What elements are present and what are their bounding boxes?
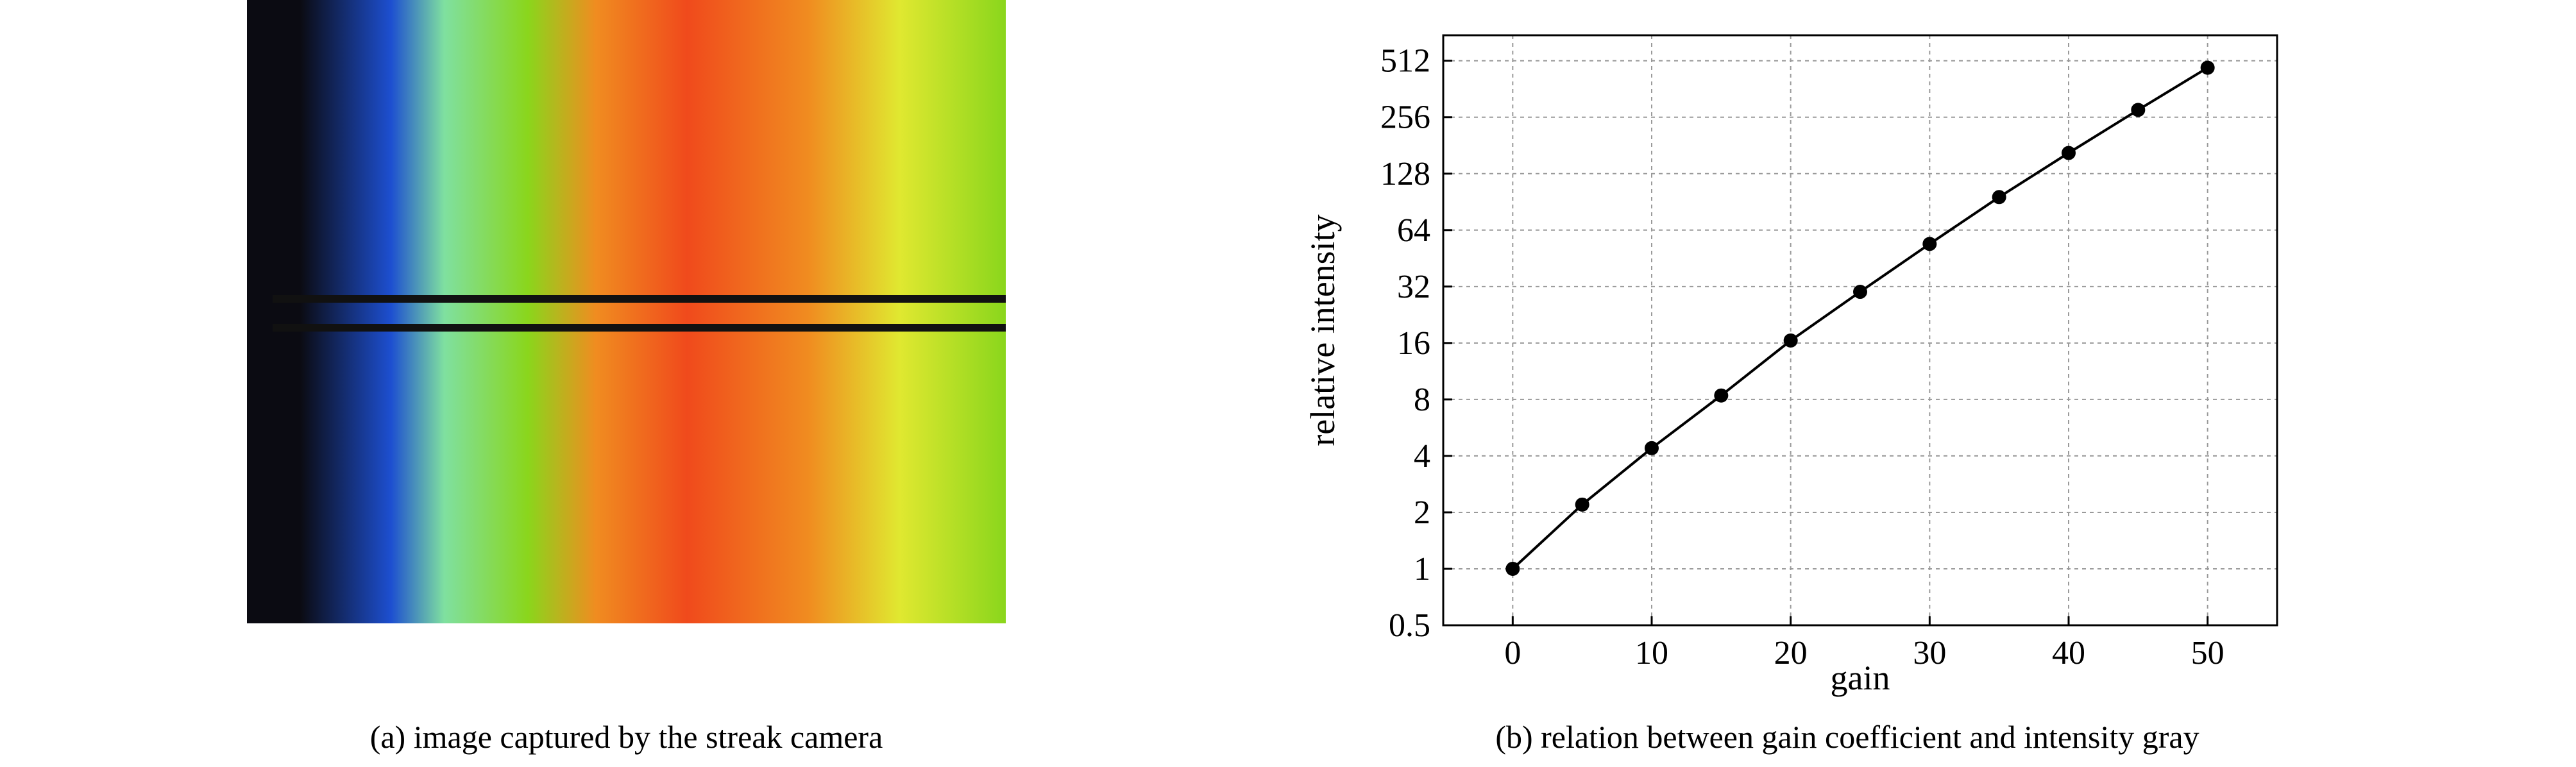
y-tick-label: 4 <box>1414 438 1430 475</box>
data-point <box>2131 103 2146 117</box>
x-tick-label: 0 <box>1504 635 1521 671</box>
streak-image-graphic <box>247 0 1006 623</box>
y-tick-label: 64 <box>1397 212 1430 249</box>
y-tick-label: 1 <box>1414 551 1430 587</box>
data-point <box>1505 561 1520 576</box>
y-tick-label: 2 <box>1414 494 1430 531</box>
x-tick-label: 30 <box>1913 635 1946 671</box>
data-point <box>1575 497 1589 512</box>
data-point <box>2200 60 2215 75</box>
y-axis-label: relative intensity <box>1303 214 1342 446</box>
series-line <box>1511 66 2208 570</box>
data-point <box>1922 237 1937 251</box>
caption-b: (b) relation between gain coefficient an… <box>1495 719 2199 755</box>
grid <box>1443 35 2277 625</box>
streak-camera-image <box>247 0 1006 623</box>
data-point <box>1714 388 1729 403</box>
data-point <box>1853 285 1867 299</box>
data-points <box>1505 60 2215 576</box>
data-point <box>1645 441 1659 455</box>
caption-a: (a) image captured by the streak camera <box>369 719 883 755</box>
y-tick-label: 256 <box>1380 99 1430 136</box>
y-tick-label: 512 <box>1380 43 1430 80</box>
streak-intensity-band <box>247 0 1006 623</box>
marker-line <box>273 295 1006 303</box>
y-tick-label: 16 <box>1397 325 1430 362</box>
x-tick-label: 40 <box>2052 635 2085 671</box>
x-axis-label: gain <box>1831 659 1890 697</box>
x-tick-label: 10 <box>1635 635 1668 671</box>
y-tick-label: 8 <box>1414 382 1430 418</box>
ticks: 0 10 20 30 40 50 0.5 1 2 4 8 16 32 64 128 256 512 <box>1380 43 2224 671</box>
x-tick-label: 20 <box>1774 635 1808 671</box>
y-tick-label: 32 <box>1397 269 1430 305</box>
y-tick-label: 0.5 <box>1389 607 1430 644</box>
plot-frame <box>1442 34 2278 627</box>
data-point <box>1992 190 2006 205</box>
data-point <box>2062 146 2076 160</box>
marker-line <box>273 324 1006 332</box>
x-tick-label: 50 <box>2191 635 2224 671</box>
data-point <box>1783 333 1798 348</box>
y-tick-label: 128 <box>1380 156 1430 192</box>
